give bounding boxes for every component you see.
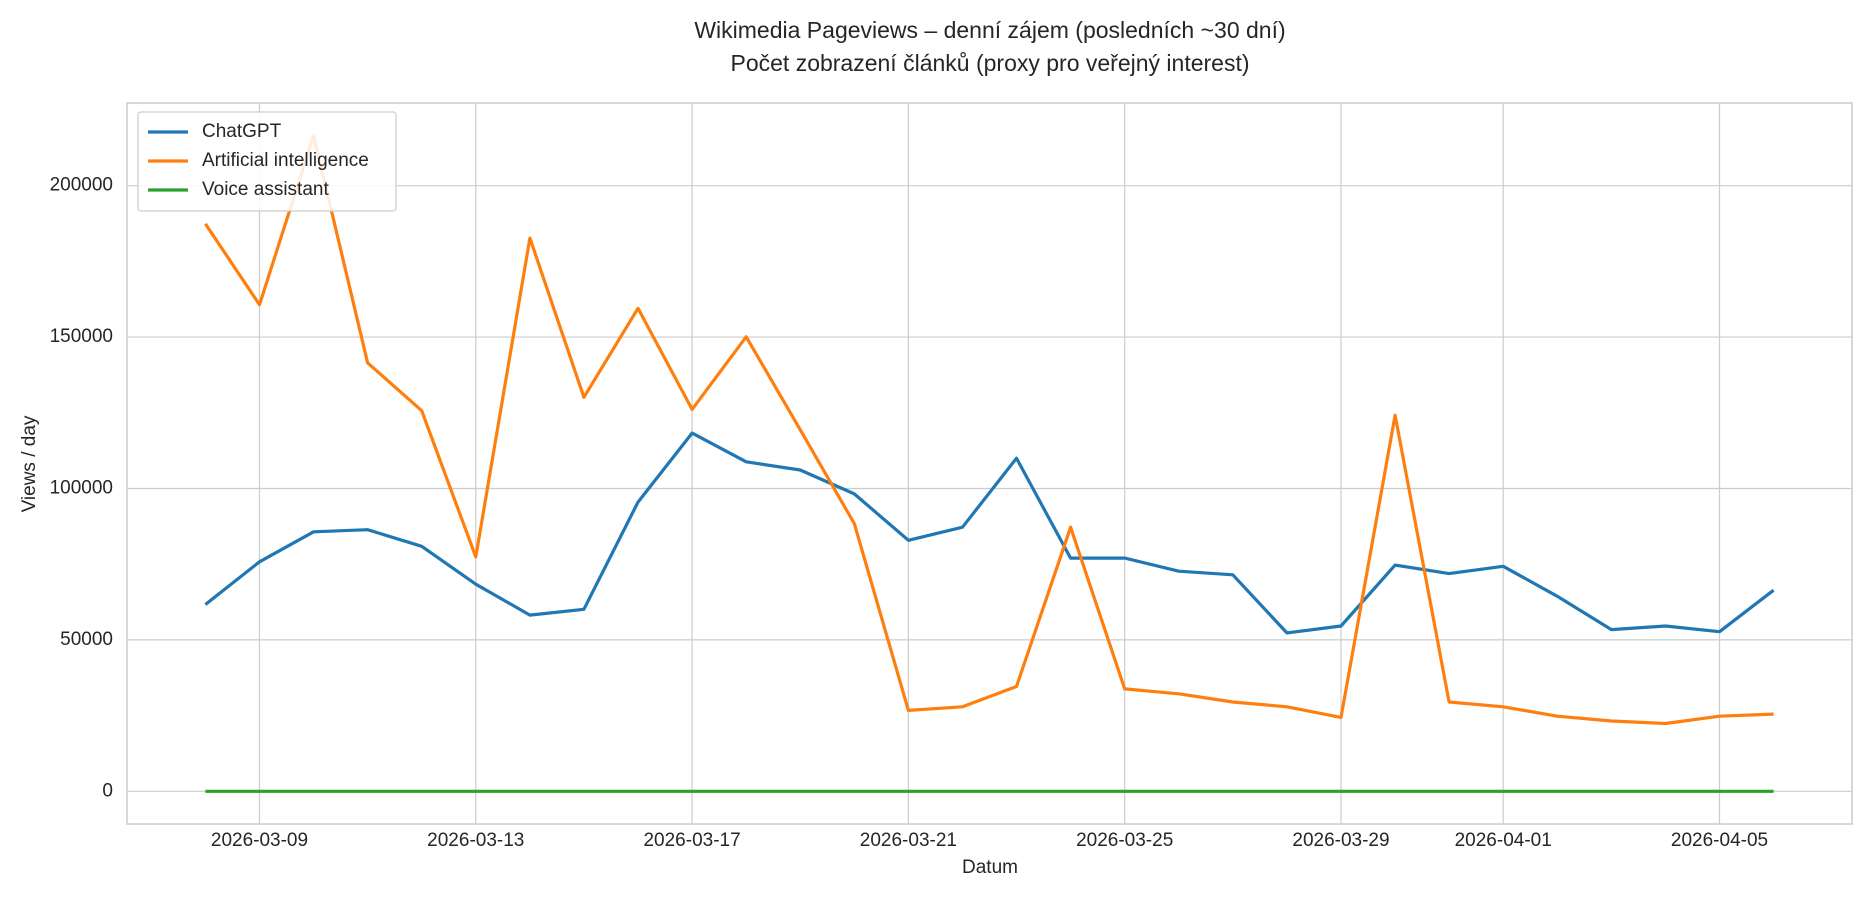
x-tick-label: 2026-04-05 bbox=[1671, 830, 1768, 851]
x-tick-label: 2026-03-13 bbox=[427, 830, 524, 851]
x-tick-label: 2026-03-29 bbox=[1292, 830, 1389, 851]
x-tick-label: 2026-03-25 bbox=[1076, 830, 1173, 851]
y-tick-label: 100000 bbox=[50, 477, 113, 498]
plot-area bbox=[126, 102, 1853, 825]
y-tick-label: 200000 bbox=[50, 175, 113, 196]
legend-box bbox=[137, 111, 397, 212]
y-tick-label: 50000 bbox=[60, 629, 113, 650]
legend-label: Artificial intelligence bbox=[202, 150, 369, 171]
series-line bbox=[204, 431, 1775, 635]
x-tick-label: 2026-03-17 bbox=[643, 830, 740, 851]
series-line bbox=[204, 134, 1774, 726]
y-tick-label: 150000 bbox=[50, 326, 113, 347]
chart-subtitle: Počet zobrazení článků (proxy pro veřejn… bbox=[730, 50, 1249, 76]
legend-label: ChatGPT bbox=[202, 121, 282, 142]
chart-title: Wikimedia Pageviews – denní zájem (posle… bbox=[694, 17, 1285, 43]
y-axis-label: Views / day bbox=[19, 415, 40, 512]
x-tick-label: 2026-03-21 bbox=[860, 830, 957, 851]
y-tick-label: 0 bbox=[102, 780, 113, 801]
legend-label: Voice assistant bbox=[202, 179, 329, 200]
x-tick-label: 2026-03-09 bbox=[211, 830, 308, 851]
legend: ChatGPT Artificial intelligence Voice assi… bbox=[137, 111, 397, 212]
x-axis-label: Datum bbox=[962, 857, 1018, 878]
x-tick-label: 2026-04-01 bbox=[1455, 830, 1552, 851]
